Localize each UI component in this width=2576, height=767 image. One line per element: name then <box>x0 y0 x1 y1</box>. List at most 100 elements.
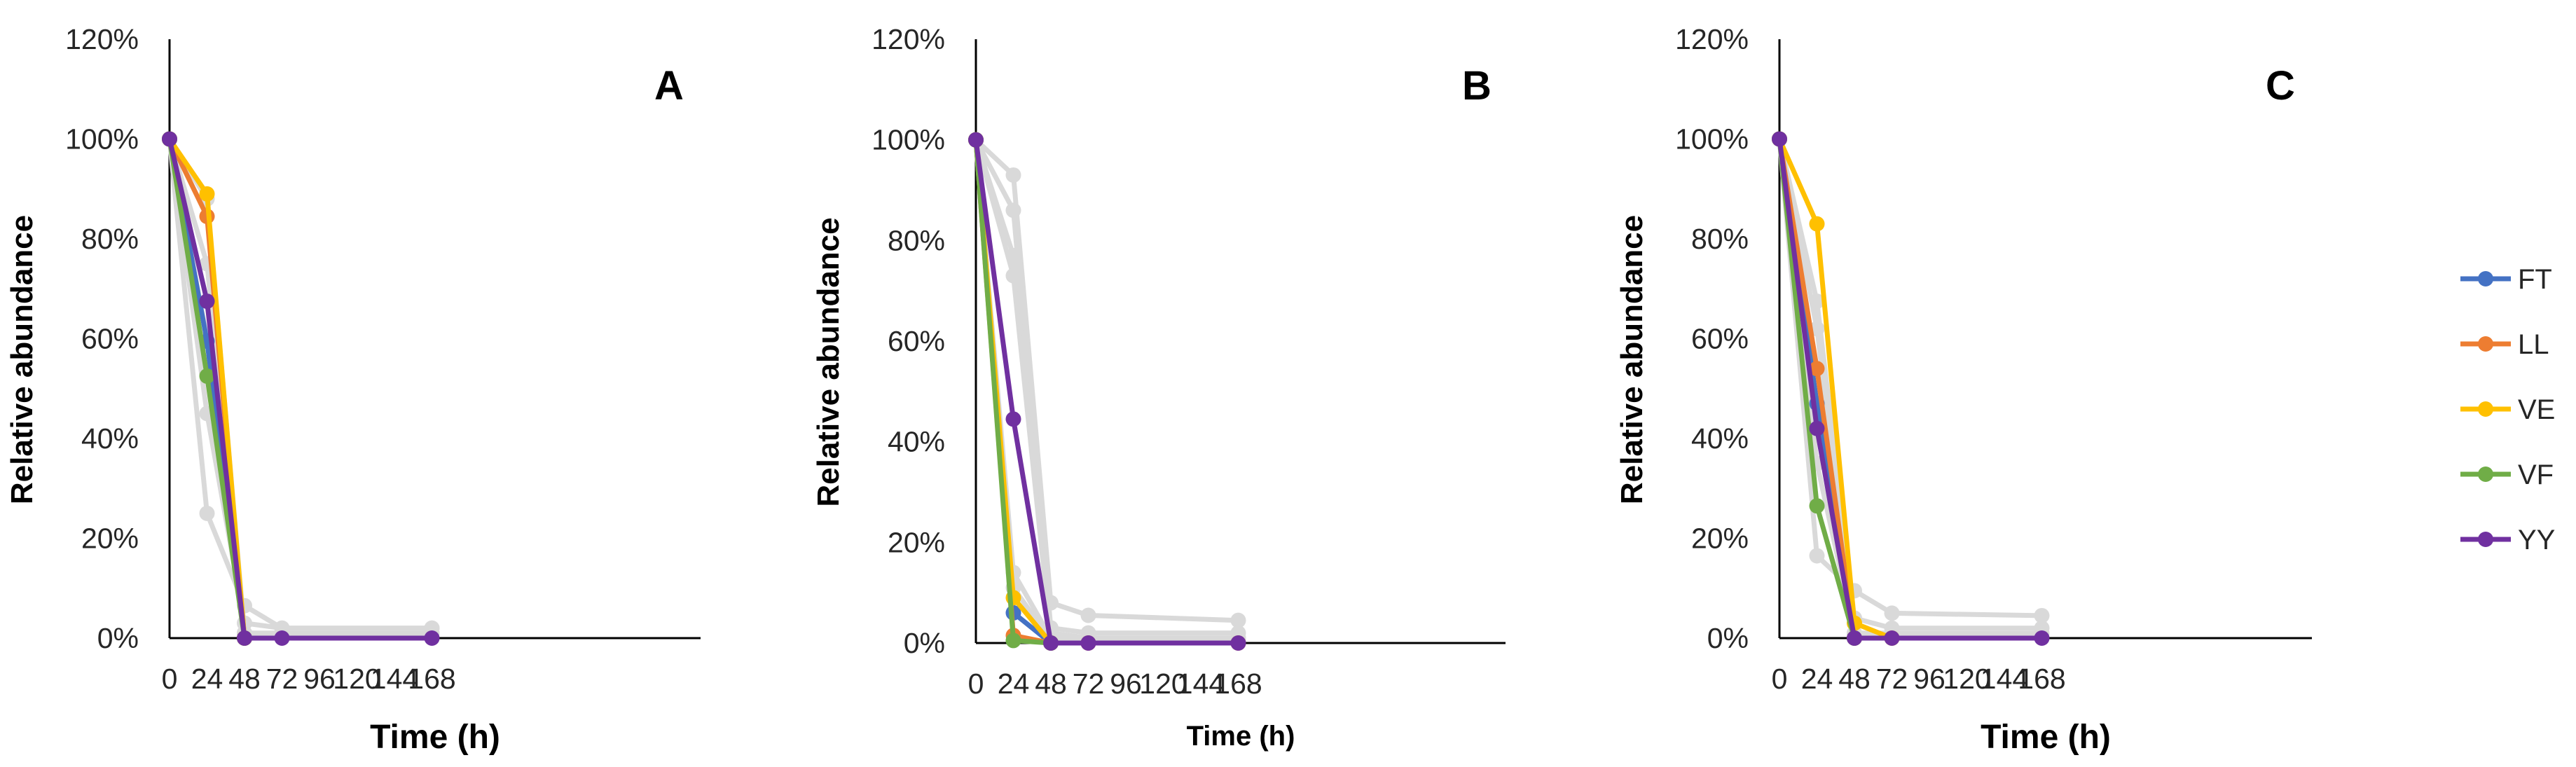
series-yy-point <box>2034 630 2050 646</box>
series-yy-point <box>1884 630 1900 646</box>
series-yy-point <box>424 630 440 646</box>
legend-label: YY <box>2518 525 2555 555</box>
x-tick-label: 120 <box>333 663 380 695</box>
y-tick-label: 40% <box>81 422 139 455</box>
x-tick-label: 48 <box>228 663 261 695</box>
x-tick-label: 24 <box>998 668 1030 700</box>
legend-swatch-marker <box>2478 401 2493 417</box>
legend-label: LL <box>2518 329 2549 360</box>
legend-item-vf: VF <box>2460 459 2554 490</box>
y-tick-label: 100% <box>65 123 139 156</box>
y-axis-title: Relative abundance <box>5 215 39 504</box>
y-tick-label: 60% <box>888 325 945 357</box>
series-yy-point <box>1847 630 1862 646</box>
x-tick-label: 168 <box>1214 668 1262 700</box>
panel-letter: A <box>654 63 684 109</box>
legend-label: VF <box>2518 459 2554 490</box>
legend-swatch-marker <box>2478 467 2493 482</box>
y-tick-label: 60% <box>1691 323 1749 355</box>
y-axis-title: Relative abundance <box>1615 215 1649 504</box>
background-series-point <box>1809 548 1825 564</box>
series-vf-point <box>1809 498 1825 514</box>
legend-label: VE <box>2518 394 2555 425</box>
background-series-point <box>1005 268 1021 284</box>
legend: FT LL VE VF YY <box>2460 264 2555 555</box>
legend-item-ft: FT <box>2460 264 2552 295</box>
background-series-point <box>1005 202 1021 219</box>
y-axis-title: Relative abundance <box>811 217 846 506</box>
x-tick-label: 72 <box>1876 663 1908 695</box>
x-tick-label: 72 <box>1073 668 1105 700</box>
series-yy-point <box>1809 420 1825 436</box>
legend-item-ve: VE <box>2460 394 2555 425</box>
x-axis-title: Time (h) <box>1981 719 2111 756</box>
x-tick-label: 144 <box>1981 663 2028 695</box>
legend-swatch-marker <box>2478 532 2493 547</box>
y-tick-label: 80% <box>888 224 945 256</box>
x-tick-label: 72 <box>266 663 298 695</box>
y-tick-label: 20% <box>1691 523 1749 555</box>
x-tick-label: 48 <box>1035 668 1067 700</box>
x-tick-label: 168 <box>408 663 455 695</box>
panel-letter: B <box>1462 63 1492 109</box>
y-tick-label: 80% <box>81 223 139 255</box>
series-yy-point <box>1043 635 1059 651</box>
y-tick-label: 0% <box>1707 622 1749 654</box>
x-tick-label: 48 <box>1838 663 1871 695</box>
series-yy-point <box>274 630 290 646</box>
legend-swatch-marker <box>2478 271 2493 286</box>
x-tick-label: 144 <box>371 663 418 695</box>
y-tick-label: 20% <box>81 523 139 555</box>
y-tick-label: 60% <box>81 323 139 355</box>
x-tick-label: 96 <box>303 663 336 695</box>
y-tick-label: 100% <box>872 124 945 156</box>
series-ll-point <box>1809 361 1825 377</box>
legend-swatch-marker <box>2478 336 2493 352</box>
background-series-point <box>199 505 215 521</box>
series-ve-line <box>1777 137 1894 641</box>
y-tick-label: 40% <box>888 426 945 458</box>
chart-panel-B: 0% 20% 40% 60% 80% 100% 120% 0 24 48 72 96120144168… <box>811 23 1506 752</box>
legend-item-ll: LL <box>2460 329 2549 360</box>
background-series-point <box>1080 607 1096 623</box>
x-tick-label: 96 <box>1913 663 1945 695</box>
x-tick-label: 168 <box>2018 663 2065 695</box>
series-yy-point <box>1080 635 1096 651</box>
legend-item-yy: YY <box>2460 525 2555 555</box>
y-tick-label: 20% <box>888 526 945 558</box>
background-series-point <box>1005 167 1021 183</box>
series-ve-point <box>199 186 215 202</box>
y-tick-label: 0% <box>97 622 139 654</box>
y-tick-label: 120% <box>1675 23 1749 55</box>
y-tick-label: 100% <box>1675 123 1749 156</box>
chart-panel-C: 0% 20% 40% 60% 80% 100% 120% 0 24 48 72 96120144168… <box>1615 23 2312 756</box>
y-tick-label: 120% <box>872 23 945 55</box>
series-yy-point <box>1005 411 1021 427</box>
x-tick-label: 0 <box>1772 663 1788 695</box>
series-yy-point <box>162 131 177 147</box>
series-yy-point <box>237 630 252 646</box>
x-tick-label: 24 <box>191 663 223 695</box>
series-vf-point <box>1005 633 1021 649</box>
y-tick-label: 120% <box>65 23 139 55</box>
x-tick-label: 24 <box>1801 663 1833 695</box>
series-vf-point <box>199 368 215 384</box>
legend-label: FT <box>2518 264 2552 295</box>
x-tick-label: 0 <box>162 663 178 695</box>
series-yy-point <box>968 132 984 148</box>
background-series-point <box>1230 612 1246 628</box>
x-tick-label: 144 <box>1177 668 1225 700</box>
x-tick-label: 120 <box>1139 668 1187 700</box>
background-series-point <box>1884 605 1900 621</box>
y-tick-label: 80% <box>1691 223 1749 255</box>
y-tick-label: 40% <box>1691 422 1749 455</box>
background-series-point <box>2034 607 2050 623</box>
x-tick-label: 96 <box>1110 668 1142 700</box>
x-tick-label: 0 <box>968 668 984 700</box>
x-axis-title: Time (h) <box>1187 721 1295 752</box>
chart-panel-A: 0% 20% 40% 60% 80% 100% 120% 0 24 48 72 96120144168… <box>5 23 701 756</box>
x-axis-title: Time (h) <box>370 719 500 756</box>
y-tick-label: 0% <box>904 627 945 659</box>
chart-panels: 0%20%40%60%80%100%120%0 24 48 72 96120144168… <box>5 23 2312 756</box>
series-yy-point <box>1772 131 1787 147</box>
